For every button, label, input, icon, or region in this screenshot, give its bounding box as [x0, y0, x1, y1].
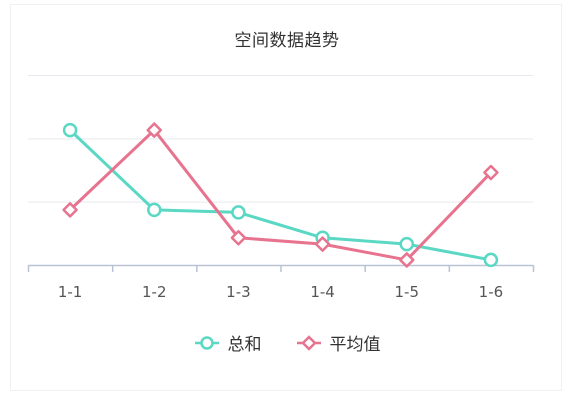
diamond-marker-icon	[296, 334, 321, 351]
data-point-sum	[483, 252, 499, 268]
data-point-sum	[62, 122, 78, 138]
data-point-average	[62, 202, 78, 218]
x-tick-label: 1-4	[310, 283, 335, 301]
data-point-average	[146, 122, 162, 138]
legend-label-average: 平均值	[329, 335, 381, 355]
data-point-average	[399, 252, 415, 268]
x-tick-label: 1-3	[226, 283, 251, 301]
data-point-average	[230, 230, 247, 246]
x-axis: 1-1 1-2 1-3 1-4 1-5 1-6	[27, 264, 535, 301]
x-tick-label: 1-1	[58, 283, 83, 301]
data-markers	[62, 122, 499, 268]
chart-panel	[10, 4, 562, 391]
series-line-average	[69, 128, 492, 262]
legend: 总和 平均值	[0, 330, 574, 355]
legend-item-average[interactable]: 平均值	[296, 330, 381, 355]
data-point-sum	[231, 205, 246, 220]
x-tick-label: 1-2	[142, 283, 167, 301]
data-point-average	[483, 164, 499, 181]
data-point-average	[314, 236, 331, 252]
data-point-sum	[147, 202, 162, 218]
grid-lines	[28, 75, 533, 203]
data-point-sum	[399, 236, 414, 252]
x-tick-label: 1-5	[395, 283, 420, 301]
circle-marker-icon	[194, 335, 219, 350]
legend-label-sum: 总和	[227, 335, 262, 355]
legend-item-sum[interactable]: 总和	[194, 330, 262, 355]
chart-title: 空间数据趋势	[234, 31, 340, 51]
series-lines	[69, 128, 492, 262]
x-tick-label: 1-6	[479, 283, 504, 301]
